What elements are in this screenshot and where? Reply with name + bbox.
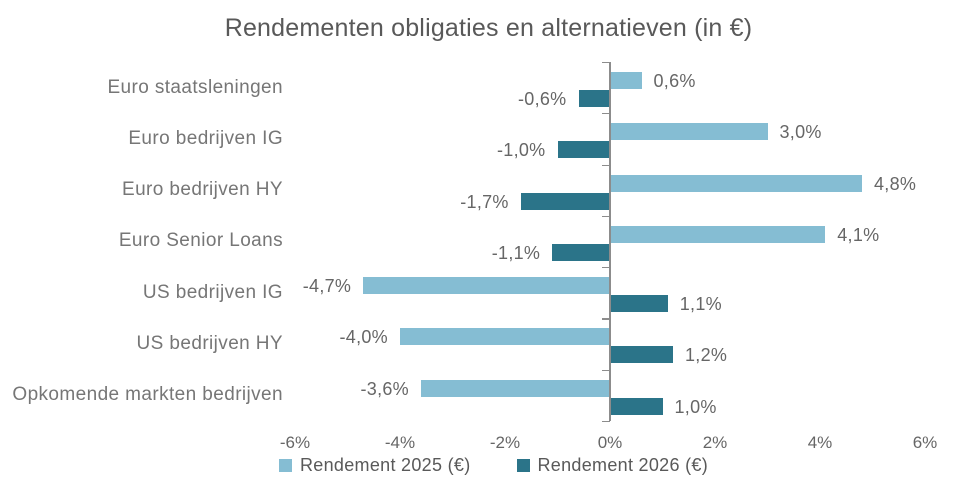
axis-tick bbox=[602, 164, 610, 166]
chart-title: Rendementen obligaties en alternatieven … bbox=[224, 14, 753, 42]
bar-2025 bbox=[610, 174, 862, 192]
axis-tick bbox=[602, 113, 610, 115]
data-label: -1,0% bbox=[496, 140, 546, 161]
x-axis-label: 4% bbox=[807, 433, 833, 452]
axis-tick bbox=[602, 215, 610, 218]
data-label: -3,6% bbox=[360, 378, 409, 399]
bar-2025 bbox=[610, 72, 642, 89]
axis-tick bbox=[602, 420, 610, 423]
x-axis-label: -2% bbox=[489, 433, 521, 452]
category-label: Euro Senior Loans bbox=[118, 230, 283, 252]
axis-tick bbox=[602, 62, 610, 64]
category-label: Euro bedrijven HY bbox=[122, 179, 283, 201]
data-label: -4,7% bbox=[302, 276, 352, 297]
x-axis-label: 6% bbox=[912, 433, 938, 452]
category-label: Euro bedrijven IG bbox=[128, 127, 283, 149]
bar-2026 bbox=[578, 90, 610, 107]
legend-swatch-2025 bbox=[278, 459, 292, 472]
x-axis-label: -4% bbox=[384, 433, 416, 452]
data-label: -0,6% bbox=[517, 89, 567, 109]
data-label: 1,0% bbox=[674, 396, 717, 417]
category-label: Euro staatsleningen bbox=[107, 76, 283, 98]
legend-swatch-2026 bbox=[516, 459, 530, 472]
bar-2025 bbox=[400, 328, 610, 346]
data-label: 4,1% bbox=[837, 224, 880, 245]
axis-tick bbox=[602, 318, 610, 320]
axis-tick bbox=[602, 267, 610, 269]
legend: Rendement 2025 (€) Rendement 2026 (€) bbox=[15, 455, 957, 476]
category-label: US bedrijven HY bbox=[136, 333, 283, 354]
bar-2026 bbox=[610, 346, 673, 364]
bar-2025 bbox=[421, 379, 610, 397]
bar-2026 bbox=[520, 192, 610, 210]
bar-2026 bbox=[610, 397, 663, 415]
x-axis-label: -6% bbox=[279, 433, 311, 452]
legend-item-2025: Rendement 2025 (€) bbox=[278, 455, 471, 476]
bar-2026 bbox=[557, 141, 610, 159]
bar-2025 bbox=[610, 123, 768, 141]
bar-2026 bbox=[610, 295, 668, 313]
data-label: -4,0% bbox=[339, 327, 388, 348]
data-label: 3,0% bbox=[779, 122, 822, 143]
data-label: -1,7% bbox=[460, 191, 509, 212]
data-label: -1,1% bbox=[491, 242, 541, 263]
x-axis-label: 0% bbox=[597, 433, 623, 452]
data-label: 1,1% bbox=[679, 294, 722, 315]
bar-2025 bbox=[610, 225, 826, 243]
y-axis-line bbox=[609, 62, 611, 421]
legend-label-2026: Rendement 2026 (€) bbox=[537, 455, 709, 475]
bar-2025 bbox=[363, 277, 610, 295]
bar-2026 bbox=[552, 243, 610, 261]
data-label: 1,2% bbox=[685, 345, 728, 366]
data-label: 0,6% bbox=[653, 71, 696, 91]
data-label: 4,8% bbox=[874, 173, 917, 194]
legend-label-2025: Rendement 2025 (€) bbox=[299, 455, 471, 475]
legend-item-2026: Rendement 2026 (€) bbox=[516, 455, 709, 476]
category-label: US bedrijven IG bbox=[142, 281, 283, 303]
axis-tick bbox=[602, 369, 610, 371]
category-label: Opkomende markten bedrijven bbox=[12, 384, 283, 406]
x-axis-label: 2% bbox=[702, 433, 728, 452]
